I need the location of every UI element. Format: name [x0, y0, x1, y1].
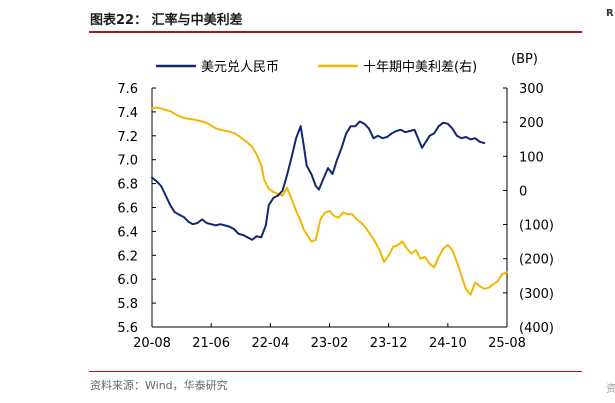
series-line-spread: [151, 106, 508, 296]
right-tick-label: 0: [519, 184, 527, 199]
source-note: 资料来源：Wind，华泰研究: [90, 379, 228, 392]
axes: 7.6 7.4 7.2 7.0 6.8 6.6 6.4 6.2 6.0 5.8 5.6 300 200 1…: [117, 82, 554, 351]
x-tick-label: 23-12: [370, 336, 408, 351]
left-tick-label: 6.4: [117, 225, 138, 240]
x-tick-label: 23-02: [311, 336, 349, 351]
x-tick-label: 22-04: [251, 336, 289, 351]
left-tick-label: 7.0: [117, 154, 138, 169]
left-tick-label: 7.4: [117, 106, 138, 121]
adjacent-page-edge-bottom: 资: [606, 384, 615, 395]
legend: 美元兑人民币 十年期中美利差(右): [156, 60, 477, 75]
x-tick-label: 25-08: [488, 336, 526, 351]
right-tick-label: 200: [519, 116, 544, 131]
x-tick-label: 20-08: [133, 336, 171, 351]
left-tick-label: 7.6: [117, 82, 138, 97]
source-rule: [89, 371, 582, 372]
legend-label-spread: 十年期中美利差(右): [363, 60, 477, 75]
right-axis-unit: (BP): [511, 52, 538, 67]
series-lines: [151, 106, 508, 296]
right-tick-label: (300): [519, 287, 554, 302]
right-tick-label: (400): [519, 321, 554, 336]
right-tick-label: 100: [519, 150, 544, 165]
x-tick-label: 24-10: [429, 336, 467, 351]
figure-title: 图表22： 汇率与中美利差: [90, 13, 243, 28]
right-tick-label: (200): [519, 253, 554, 268]
left-tick-label: 6.8: [117, 178, 138, 193]
left-tick-label: 6.0: [117, 273, 138, 288]
left-tick-label: 5.6: [117, 321, 138, 336]
left-tick-label: 7.2: [117, 130, 138, 145]
series-line-usdcny: [151, 120, 486, 241]
x-tick-label: 21-06: [192, 336, 230, 351]
right-tick-label: 300: [519, 82, 544, 97]
left-tick-label: 6.2: [117, 249, 138, 264]
adjacent-page-edge-top: R: [606, 8, 614, 19]
title-rule: [89, 31, 582, 33]
left-tick-label: 5.8: [117, 297, 138, 312]
left-tick-label: 6.6: [117, 202, 138, 217]
legend-label-usdcny: 美元兑人民币: [201, 60, 279, 75]
right-tick-label: (100): [519, 219, 554, 234]
